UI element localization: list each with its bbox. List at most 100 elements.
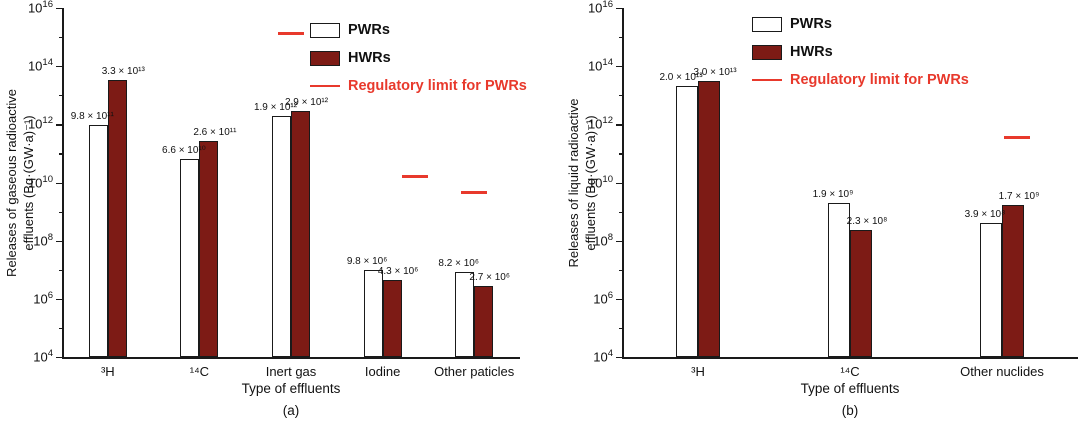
y-major-tick [616,8,622,10]
bar-value-label-hwr: 3.3 × 10¹³ [101,66,145,78]
bar-hwr [199,141,219,357]
y-tick-exponent: 6 [607,290,613,301]
bar-value-label-pwr: 9.8 × 10⁶ [346,256,388,267]
bar-pwr [88,124,108,357]
bar-pwr [455,272,475,357]
y-tick-label: 104 [593,348,613,365]
y-tick-label: 1016 [27,0,53,16]
y-major-tick [616,240,622,242]
y-minor-tick [618,153,622,155]
legend-item-limit: Regulatory limit for PWRs [752,72,969,88]
bar-value-label-hwr: 2.9 × 10¹² [284,96,329,108]
bar-hwr [474,286,494,357]
y-tick-exponent: 10 [602,173,613,185]
regulatory-limit-marker [461,191,488,194]
y-major-tick [616,66,622,68]
y-major-tick [56,124,62,126]
y-major-tick [616,357,622,359]
y-axis [622,8,624,359]
y-tick-exponent: 14 [42,57,53,69]
y-tick-label: 106 [33,290,53,307]
y-tick-label: 1010 [587,173,613,190]
x-category-label: ¹⁴C [189,364,210,379]
bar-value-label-pwr: 2.0 × 10¹³ [659,72,703,84]
bar-value-label-hwr: 3.0 × 10¹³ [693,67,737,79]
y-minor-tick [618,95,622,97]
bar-hwr [850,230,872,357]
bar-pwr [676,86,698,357]
x-axis [622,357,1078,359]
bar-value-label-pwr: 9.8 × 10¹¹ [70,110,114,122]
y-minor-tick [58,327,62,330]
bar-hwr [1002,204,1024,357]
panel-label: (b) [841,403,859,418]
y-tick-exponent: 12 [42,115,53,127]
bar-value-label-hwr: 4.3 × 10⁶ [377,266,419,278]
y-tick-exponent: 16 [602,0,613,11]
bar-value-label-pwr: 8.2 × 10⁶ [438,258,479,270]
y-tick-label: 1016 [587,0,613,16]
bar-value-label-hwr: 2.3 × 10⁸ [846,216,888,228]
bar-value-label-hwr: 2.6 × 10¹¹ [193,127,237,139]
y-major-tick [616,298,622,301]
bar-value-label-pwr: 6.6 × 10¹⁰ [162,144,206,156]
x-category-label: ³H [100,364,115,379]
legend-item-pwr-swatch [752,16,782,32]
y-minor-tick [58,95,62,97]
y-major-tick [616,182,622,184]
y-tick-label: 104 [33,348,53,365]
legend-item-pwr: PWRs [310,22,390,38]
y-major-tick [56,240,62,242]
y-tick-label: 1010 [27,173,53,190]
bar-pwr [828,203,850,357]
y-minor-tick [618,37,622,39]
y-minor-tick [58,37,62,39]
bar-pwr [980,223,1002,357]
y-tick-label: 106 [593,290,613,307]
x-category-label: Other nuclides [960,364,1044,379]
regulatory-limit-legend-line [752,78,782,82]
legend-item-pwr-label: PWRs [790,16,832,32]
x-category-label: ¹⁴C [840,364,860,379]
y-major-tick [56,357,62,359]
y-tick-exponent: 14 [602,57,613,69]
y-axis-title: Releases of liquid radioactive effluents … [565,98,599,267]
y-axis [62,8,64,359]
regulatory-limit-legend-line [310,84,340,88]
x-axis-title: Type of effluents [800,381,900,396]
bar-hwr [107,80,127,357]
y-major-tick [56,66,62,68]
regulatory-limit-marker [278,31,304,35]
y-tick-exponent: 4 [47,348,53,360]
bar-value-label-pwr: 1.9 × 10⁹ [812,189,854,201]
bar-value-label-hwr: 1.7 × 10⁹ [998,190,1040,202]
legend-item-hwr-label: HWRs [348,50,391,66]
legend-item-hwr: HWRs [752,44,833,60]
legend-item-hwr-swatch [752,44,782,60]
y-tick-exponent: 6 [47,290,53,301]
bar-value-label-pwr: 1.9 × 10¹² [253,102,298,114]
y-minor-tick [58,211,62,213]
bar-hwr [382,280,402,357]
legend-item-limit: Regulatory limit for PWRs [310,78,527,94]
y-minor-tick [58,269,62,271]
panel-label: (a) [282,403,300,418]
y-minor-tick [618,269,622,271]
y-axis-title-line: effluents (Bq·(GW·a)⁻¹) [583,114,598,251]
legend-item-limit-label: Regulatory limit for PWRs [348,78,527,94]
x-category-label: Other paticles [434,364,515,379]
y-tick-label: 1012 [27,115,53,132]
y-major-tick [616,124,622,126]
bar-pwr [180,158,200,357]
y-tick-exponent: 8 [47,231,53,243]
x-category-label: Inert gas [265,364,317,379]
legend-item-pwr-swatch [310,22,340,38]
bar-pwr [272,116,291,357]
regulatory-limit-marker [1004,135,1030,139]
legend-item-hwr: HWRs [310,50,391,66]
y-major-tick [56,182,62,184]
y-major-tick [56,8,62,10]
